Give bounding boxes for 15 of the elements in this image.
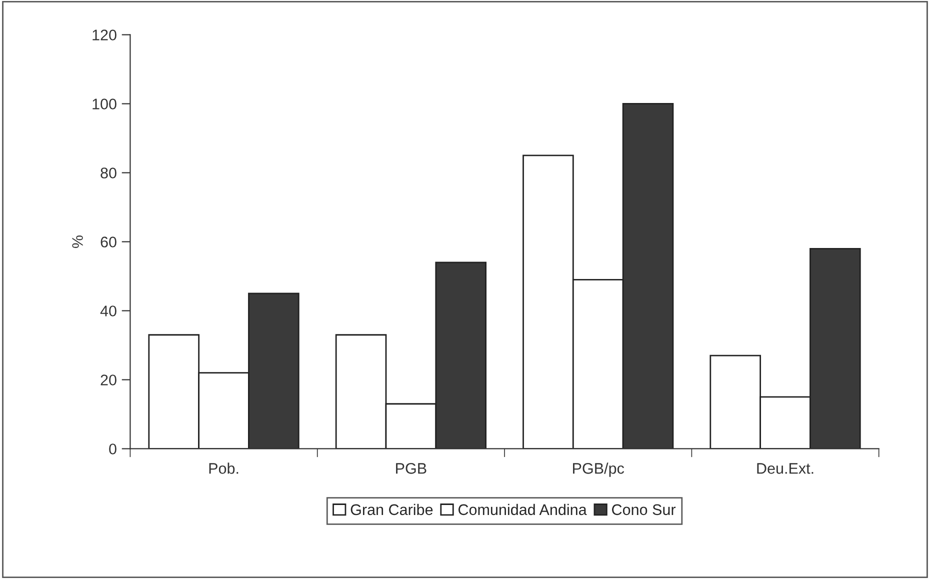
x-tick-label: Pob.	[209, 462, 238, 474]
y-axis-title: %	[72, 235, 83, 248]
y-tick-label: 80	[100, 168, 116, 178]
y-tick-label: 120	[92, 30, 116, 40]
y-tick-label: 40	[100, 306, 116, 316]
x-tick-label: PGB/pc	[573, 462, 624, 477]
y-tick-label: 100	[92, 98, 116, 110]
x-tick-label: Deu.Ext.	[757, 463, 814, 474]
legend-label: Cono Sur	[612, 504, 676, 516]
legend-label: Comunidad Andina	[458, 504, 587, 516]
y-tick-label: 0	[109, 444, 116, 454]
y-tick-label: 20	[100, 374, 116, 386]
y-tick-label: 60	[100, 236, 116, 248]
legend-label: Gran Caribe	[350, 504, 433, 516]
x-tick-label: PGB	[396, 463, 426, 474]
